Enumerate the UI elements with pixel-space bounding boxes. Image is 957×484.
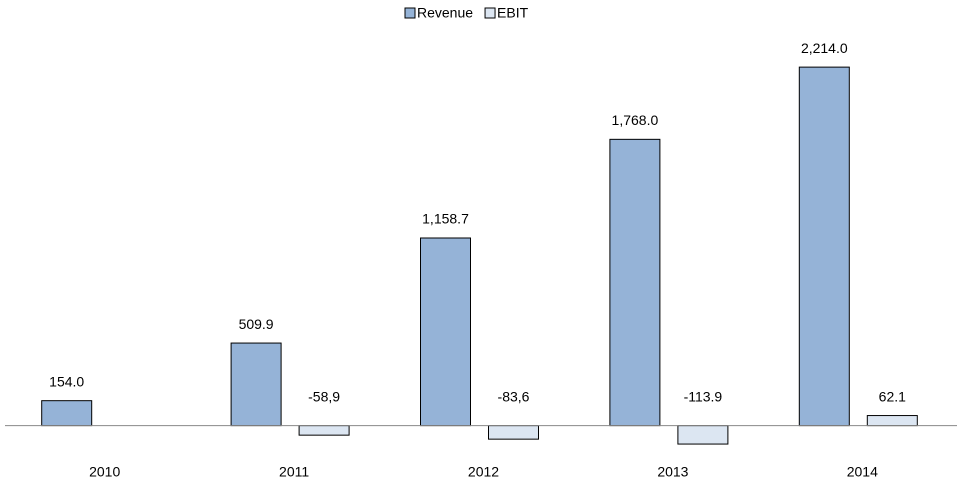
x-tick-label: 2011 — [279, 464, 309, 480]
x-tick-label: 2012 — [468, 464, 499, 480]
bar — [420, 237, 471, 427]
data-label: 1,158.7 — [422, 211, 469, 227]
legend-label: EBIT — [497, 5, 529, 21]
x-tick-label: 2010 — [89, 464, 120, 480]
data-label: -83,6 — [498, 388, 530, 404]
legend-label: Revenue — [417, 5, 473, 21]
data-label: 2,214.0 — [801, 40, 848, 56]
data-label: -113.9 — [684, 388, 723, 404]
data-label: 154.0 — [49, 373, 84, 389]
bar — [488, 425, 539, 440]
bar — [41, 400, 93, 427]
bar — [677, 425, 729, 445]
x-tick-label: 2013 — [657, 464, 688, 480]
bar — [866, 415, 918, 427]
data-label: 62.1 — [879, 388, 906, 404]
bar — [798, 66, 850, 427]
data-label: 509.9 — [239, 316, 274, 332]
data-label: -58,9 — [308, 388, 340, 404]
bar — [230, 342, 282, 427]
legend-swatch — [404, 7, 416, 19]
bar — [609, 138, 661, 427]
bar — [298, 425, 350, 436]
x-tick-label: 2014 — [847, 464, 878, 480]
data-label: 1,768.0 — [612, 112, 659, 128]
legend-swatch — [484, 7, 496, 19]
